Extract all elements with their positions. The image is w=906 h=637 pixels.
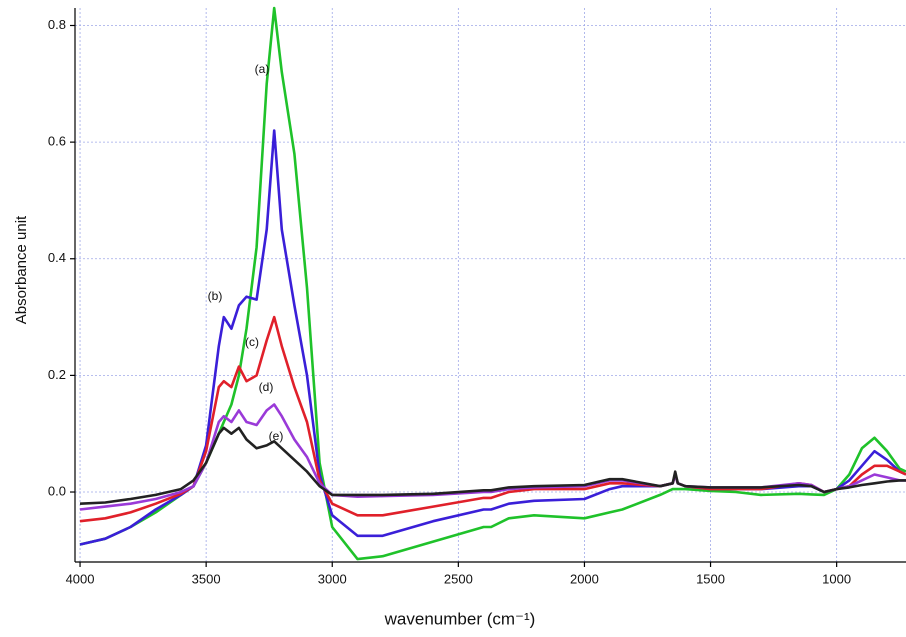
- y-tick-label: 0.2: [48, 367, 66, 382]
- spectrum-line: [79, 6, 906, 561]
- curve-label: (e): [269, 429, 284, 443]
- x-tick-label: 3000: [318, 571, 347, 586]
- spectrum-line: [79, 129, 906, 546]
- curve-label: (b): [208, 289, 223, 303]
- y-axis-label: Absorbance unit: [13, 215, 30, 324]
- curve-label: (d): [259, 380, 274, 394]
- x-tick-label: 2000: [570, 571, 599, 586]
- x-tick-label: 2500: [444, 571, 473, 586]
- y-tick-label: 0.6: [48, 134, 66, 149]
- y-tick-label: 0.0: [48, 483, 66, 498]
- x-axis-label: wavenumber (cm⁻¹): [384, 609, 536, 628]
- y-tick-label: 0.8: [48, 17, 66, 32]
- x-tick-label: 4000: [66, 571, 95, 586]
- y-tick-label: 0.4: [48, 250, 66, 265]
- spectrum-line: [79, 426, 906, 505]
- x-tick-label: 1500: [696, 571, 725, 586]
- curve-label: (a): [255, 62, 270, 76]
- x-tick-label: 1000: [822, 571, 851, 586]
- x-tick-label: 3500: [192, 571, 221, 586]
- curve-label: (c): [245, 335, 259, 349]
